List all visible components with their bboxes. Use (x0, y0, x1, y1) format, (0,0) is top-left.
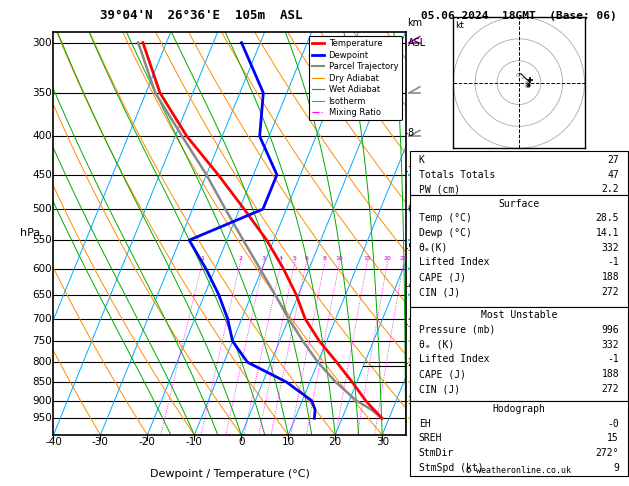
Text: 30: 30 (376, 437, 389, 447)
Text: CAPE (J): CAPE (J) (419, 369, 466, 380)
Text: © weatheronline.co.uk: © weatheronline.co.uk (467, 467, 571, 475)
Text: 350: 350 (32, 88, 52, 98)
Text: 4: 4 (279, 256, 283, 261)
Text: 8: 8 (323, 256, 326, 261)
Text: 28.5: 28.5 (596, 213, 619, 223)
Text: kt: kt (455, 21, 464, 31)
Text: 332: 332 (601, 243, 619, 253)
Text: Pressure (mb): Pressure (mb) (419, 325, 495, 334)
Text: -0: -0 (607, 418, 619, 429)
Text: Dewpoint / Temperature (°C): Dewpoint / Temperature (°C) (150, 469, 309, 479)
Text: 650: 650 (32, 290, 52, 299)
Text: PW (cm): PW (cm) (419, 184, 460, 194)
Text: Totals Totals: Totals Totals (419, 170, 495, 179)
Text: 9: 9 (613, 463, 619, 473)
Text: 14.1: 14.1 (596, 227, 619, 238)
Text: ASL: ASL (408, 37, 426, 48)
Text: 400: 400 (32, 131, 52, 141)
Text: -40: -40 (45, 437, 62, 447)
Text: θₑ (K): θₑ (K) (419, 340, 454, 349)
Text: CAPE (J): CAPE (J) (419, 273, 466, 282)
Text: 2: 2 (238, 256, 242, 261)
Text: Dewp (°C): Dewp (°C) (419, 227, 472, 238)
Text: 500: 500 (32, 204, 52, 214)
Text: km: km (408, 17, 423, 28)
Text: 20: 20 (329, 437, 342, 447)
Text: 2.2: 2.2 (601, 184, 619, 194)
Text: 39°04'N  26°36'E  105m  ASL: 39°04'N 26°36'E 105m ASL (100, 9, 303, 21)
Text: 3: 3 (408, 319, 414, 329)
Text: Temp (°C): Temp (°C) (419, 213, 472, 223)
Text: -20: -20 (139, 437, 156, 447)
Text: hPa: hPa (21, 228, 41, 238)
Text: 4: 4 (525, 80, 528, 85)
Text: Surface: Surface (498, 199, 540, 208)
Text: 0: 0 (516, 73, 520, 78)
Text: 7: 7 (408, 166, 414, 176)
Text: 996: 996 (601, 325, 619, 334)
Text: Lifted Index: Lifted Index (419, 354, 489, 364)
Text: Lifted Index: Lifted Index (419, 258, 489, 267)
Text: CIN (J): CIN (J) (419, 287, 460, 297)
Text: 6: 6 (525, 84, 528, 89)
Text: 272°: 272° (596, 449, 619, 458)
Text: 8: 8 (408, 127, 414, 138)
Text: LCL: LCL (409, 362, 425, 371)
Legend: Temperature, Dewpoint, Parcel Trajectory, Dry Adiabat, Wet Adiabat, Isotherm, Mi: Temperature, Dewpoint, Parcel Trajectory… (309, 36, 401, 121)
Text: StmDir: StmDir (419, 449, 454, 458)
Text: 25: 25 (399, 256, 408, 261)
Text: 188: 188 (601, 273, 619, 282)
Text: -1: -1 (607, 354, 619, 364)
Text: 1: 1 (200, 256, 204, 261)
Bar (410, 307, 628, 401)
Bar (410, 195, 628, 307)
Text: 750: 750 (32, 336, 52, 346)
Text: Hodograph: Hodograph (493, 404, 545, 415)
Text: K: K (419, 155, 425, 165)
Text: 0: 0 (238, 437, 245, 447)
Text: 5: 5 (292, 256, 297, 261)
Text: 272: 272 (601, 287, 619, 297)
Text: EH: EH (419, 418, 431, 429)
Text: 4: 4 (408, 281, 414, 291)
Text: 900: 900 (32, 396, 52, 406)
Text: θₑ(K): θₑ(K) (419, 243, 448, 253)
Text: 188: 188 (601, 369, 619, 380)
Text: 10: 10 (336, 256, 343, 261)
Text: 15: 15 (607, 434, 619, 443)
Text: 300: 300 (32, 37, 52, 48)
Text: -1: -1 (607, 258, 619, 267)
Text: 15: 15 (364, 256, 371, 261)
Text: 332: 332 (601, 340, 619, 349)
Text: Mixing Ratio (g/kg): Mixing Ratio (g/kg) (435, 191, 443, 276)
Text: -10: -10 (186, 437, 203, 447)
Text: 272: 272 (601, 384, 619, 394)
Text: 27: 27 (607, 155, 619, 165)
Bar (410, 151, 628, 195)
Text: 950: 950 (32, 413, 52, 423)
Text: 10: 10 (282, 437, 295, 447)
Text: CIN (J): CIN (J) (419, 384, 460, 394)
Text: 1: 1 (408, 396, 414, 406)
Text: 700: 700 (32, 314, 52, 324)
Bar (410, 401, 628, 476)
Text: 600: 600 (32, 263, 52, 274)
Text: 450: 450 (32, 170, 52, 180)
Text: 47: 47 (607, 170, 619, 179)
Text: 20: 20 (384, 256, 391, 261)
Text: Most Unstable: Most Unstable (481, 311, 557, 320)
Text: 5: 5 (408, 243, 414, 253)
Text: 2: 2 (520, 75, 524, 80)
Text: 2: 2 (408, 358, 414, 367)
Text: -30: -30 (92, 437, 109, 447)
Text: 3: 3 (262, 256, 265, 261)
Text: 800: 800 (32, 357, 52, 367)
Text: 6: 6 (408, 204, 414, 214)
Text: 850: 850 (32, 377, 52, 387)
Text: 05.06.2024  18GMT  (Base: 06): 05.06.2024 18GMT (Base: 06) (421, 11, 617, 21)
Text: 6: 6 (304, 256, 308, 261)
Text: StmSpd (kt): StmSpd (kt) (419, 463, 484, 473)
Text: 550: 550 (32, 235, 52, 245)
Text: SREH: SREH (419, 434, 442, 443)
